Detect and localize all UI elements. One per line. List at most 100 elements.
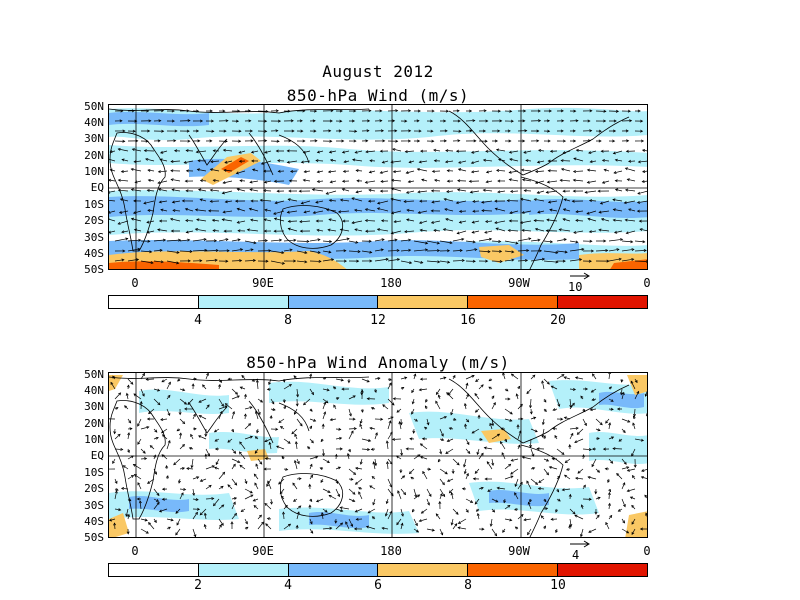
wind-vector bbox=[478, 238, 492, 242]
wind-vector bbox=[179, 239, 190, 242]
wind-vector bbox=[166, 518, 174, 521]
wind-vector bbox=[223, 210, 233, 213]
wind-vector-head bbox=[118, 210, 123, 214]
wind-vector-head bbox=[497, 433, 501, 437]
wind-vector bbox=[426, 260, 440, 263]
wind-vector bbox=[591, 388, 597, 393]
wind-vector bbox=[231, 513, 237, 520]
wind-vector bbox=[641, 476, 647, 480]
wind-vector bbox=[387, 250, 400, 252]
wind-vector-head bbox=[280, 495, 284, 499]
wind-vector-head bbox=[407, 180, 411, 184]
wind-vector-head bbox=[612, 447, 616, 451]
wind-vector bbox=[527, 528, 532, 535]
wind-vector bbox=[487, 488, 493, 492]
wind-vector-head bbox=[206, 404, 210, 408]
lon-label: 0 bbox=[131, 544, 139, 558]
wind-vector-head bbox=[303, 210, 307, 214]
wind-vector bbox=[538, 478, 545, 483]
wind-vector-head bbox=[607, 491, 611, 496]
wind-vector bbox=[456, 200, 467, 204]
wind-vector bbox=[546, 190, 558, 193]
wind-vector-head bbox=[565, 467, 570, 471]
wind-vector bbox=[225, 403, 233, 410]
wind-vector bbox=[400, 249, 411, 252]
wind-vector-head bbox=[268, 249, 272, 253]
wind-vector-head bbox=[452, 374, 456, 379]
wind-vector-head bbox=[485, 119, 489, 123]
wind-vector-head bbox=[547, 200, 552, 204]
wind-vector-head bbox=[605, 420, 609, 424]
wind-vector-head bbox=[576, 431, 580, 435]
wind-vector bbox=[137, 418, 142, 427]
wind-vector bbox=[616, 473, 623, 480]
wind-vector-head bbox=[154, 471, 157, 475]
wind-vector bbox=[322, 488, 331, 493]
wind-vector bbox=[367, 508, 376, 514]
wind-vector-head bbox=[488, 378, 492, 382]
wind-vector-head bbox=[203, 512, 207, 516]
wind-vector bbox=[413, 373, 416, 380]
wind-vector-head bbox=[547, 139, 551, 143]
wind-vector-head bbox=[476, 512, 480, 517]
wind-vector bbox=[435, 400, 441, 410]
wind-vector-head bbox=[606, 259, 610, 263]
wind-vector bbox=[109, 190, 116, 193]
wind-vector-head bbox=[466, 419, 470, 423]
coastline-eurasia bbox=[109, 108, 370, 114]
wind-vector bbox=[198, 189, 207, 192]
wind-vector bbox=[391, 230, 402, 234]
wind-vector-head bbox=[623, 201, 627, 205]
wind-vector bbox=[205, 485, 212, 490]
wind-vector-head bbox=[352, 158, 356, 162]
wind-vector bbox=[192, 528, 196, 537]
wind-vector-head bbox=[597, 189, 601, 193]
wind-vector bbox=[502, 373, 506, 380]
wind-vector bbox=[125, 508, 129, 517]
wind-vector-head bbox=[165, 464, 169, 469]
wind-vector-head bbox=[612, 151, 616, 155]
wind-vector-head bbox=[221, 191, 225, 195]
wind-vector-head bbox=[612, 208, 616, 212]
wind-vector-head bbox=[598, 139, 602, 143]
wind-vector bbox=[121, 230, 129, 233]
wind-vector-head bbox=[296, 511, 300, 515]
wind-vector bbox=[472, 220, 480, 223]
wind-vector bbox=[497, 190, 506, 193]
wind-vector-head bbox=[255, 463, 259, 467]
wind-vector bbox=[321, 512, 324, 520]
wind-vector bbox=[148, 179, 155, 182]
wind-vector-head bbox=[359, 423, 363, 427]
wind-vector bbox=[361, 438, 371, 442]
wind-vector bbox=[560, 179, 571, 182]
wind-vector-head bbox=[264, 139, 268, 143]
wind-vector-head bbox=[417, 139, 421, 143]
wind-vector bbox=[218, 398, 224, 407]
wind-vector bbox=[299, 220, 311, 223]
wind-vector-head bbox=[295, 524, 299, 528]
wind-vector-head bbox=[248, 207, 252, 211]
wind-vector-head bbox=[339, 198, 344, 202]
wind-vector-head bbox=[233, 496, 238, 500]
wind-vector-head bbox=[146, 109, 150, 113]
wind-vector bbox=[244, 488, 253, 494]
wind-vector-head bbox=[538, 149, 542, 152]
wind-vector-head bbox=[587, 475, 591, 479]
wind-vector-head bbox=[641, 469, 645, 472]
wind-vector-head bbox=[586, 211, 590, 215]
wind-vector bbox=[288, 220, 298, 222]
wind-vector-head bbox=[300, 201, 304, 205]
wind-vector bbox=[275, 200, 285, 204]
wind-vector-head bbox=[625, 129, 629, 133]
lat-label: EQ bbox=[90, 449, 104, 462]
wind-vector bbox=[435, 513, 441, 520]
wind-vector bbox=[231, 249, 243, 252]
wind-vector-head bbox=[626, 178, 630, 182]
wind-vector bbox=[471, 160, 480, 164]
wind-vector bbox=[548, 200, 558, 203]
wind-vector-head bbox=[496, 168, 500, 172]
wind-vector-head bbox=[575, 148, 579, 152]
wind-vector-head bbox=[505, 388, 509, 392]
wind-vector-head bbox=[175, 532, 179, 536]
lat-label: 10N bbox=[84, 165, 104, 178]
